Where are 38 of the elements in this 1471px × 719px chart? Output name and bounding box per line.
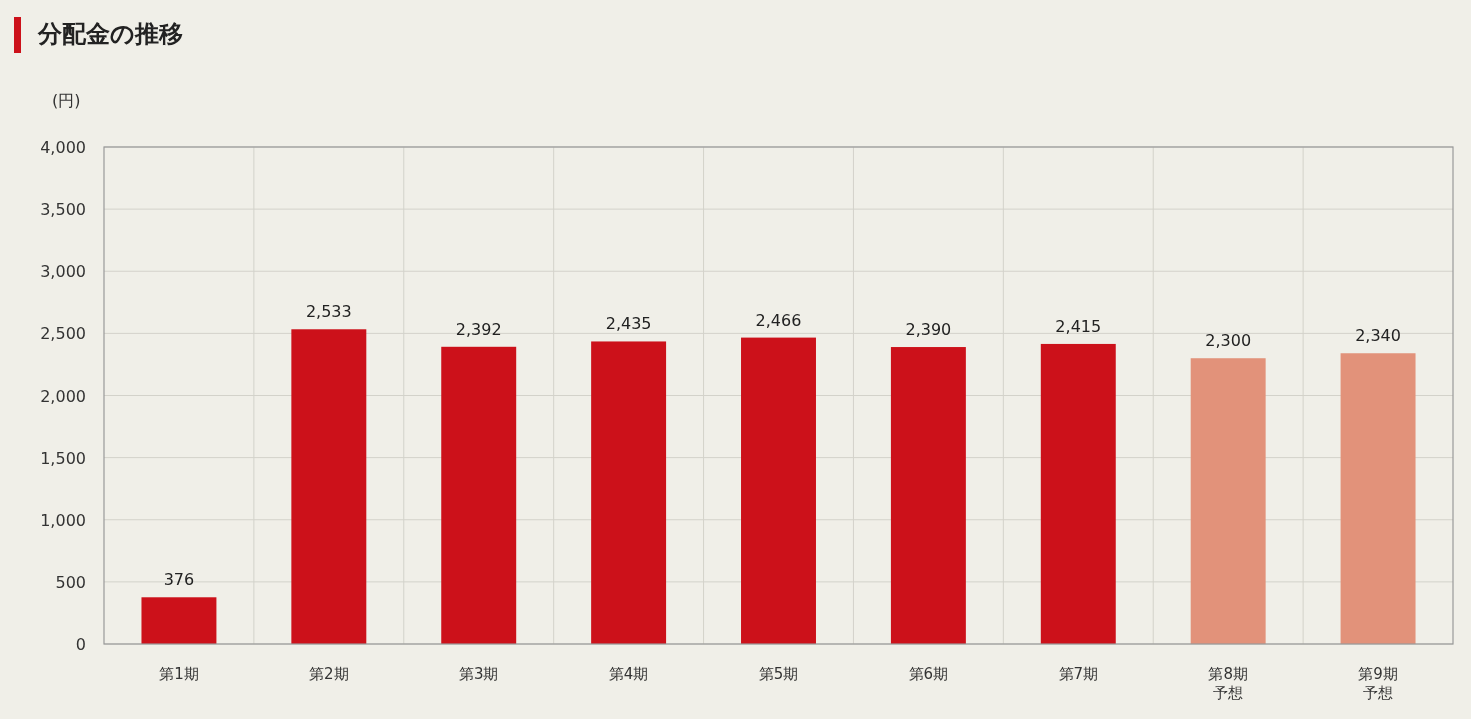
x-tick-label: 第3期	[458, 665, 499, 683]
bar	[591, 341, 667, 644]
data-label: 2,415	[1055, 316, 1102, 336]
bar	[890, 347, 966, 644]
y-tick-label: 2,000	[40, 386, 86, 406]
x-tick-label: 第1期	[159, 665, 199, 683]
bar	[1190, 358, 1266, 644]
y-tick-label: 1,000	[40, 510, 86, 530]
bar	[141, 597, 217, 644]
bar	[1040, 343, 1116, 644]
y-axis-title: (円)	[52, 91, 81, 110]
x-tick-label: 第8期予想	[1208, 665, 1248, 702]
x-tick-label: 第7期	[1058, 665, 1099, 683]
y-tick-label: 2,500	[40, 324, 86, 344]
data-label: 376	[163, 570, 195, 590]
data-label: 2,300	[1205, 331, 1252, 351]
chart-title: 分配金の推移	[37, 20, 183, 48]
y-tick-label: 4,000	[40, 138, 86, 157]
data-label: 2,390	[905, 320, 952, 340]
x-tick-label: 第4期	[608, 665, 649, 683]
bar	[741, 337, 816, 644]
y-tick-label: 1,500	[40, 448, 86, 468]
x-tick-label: 第5期	[758, 665, 799, 683]
bar	[1340, 353, 1416, 644]
bar	[441, 346, 517, 644]
data-label: 2,392	[455, 319, 502, 339]
x-tick-label: 第6期	[908, 665, 949, 683]
y-tick-label: 0	[75, 635, 86, 654]
bar	[291, 329, 367, 644]
data-label: 2,533	[305, 302, 352, 322]
y-tick-label: 3,000	[40, 262, 86, 282]
x-tick-label: 第2期	[309, 665, 349, 683]
data-label: 2,466	[755, 310, 802, 330]
y-tick-label: 500	[55, 572, 86, 592]
y-tick-label: 3,500	[40, 200, 86, 220]
data-label: 2,340	[1355, 326, 1401, 346]
data-label: 2,435	[605, 314, 652, 334]
x-tick-label: 第9期予想	[1358, 665, 1398, 702]
